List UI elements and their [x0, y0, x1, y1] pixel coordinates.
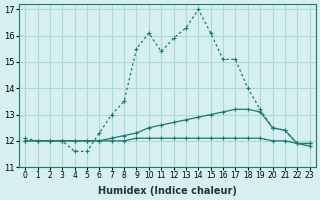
X-axis label: Humidex (Indice chaleur): Humidex (Indice chaleur) — [98, 186, 237, 196]
